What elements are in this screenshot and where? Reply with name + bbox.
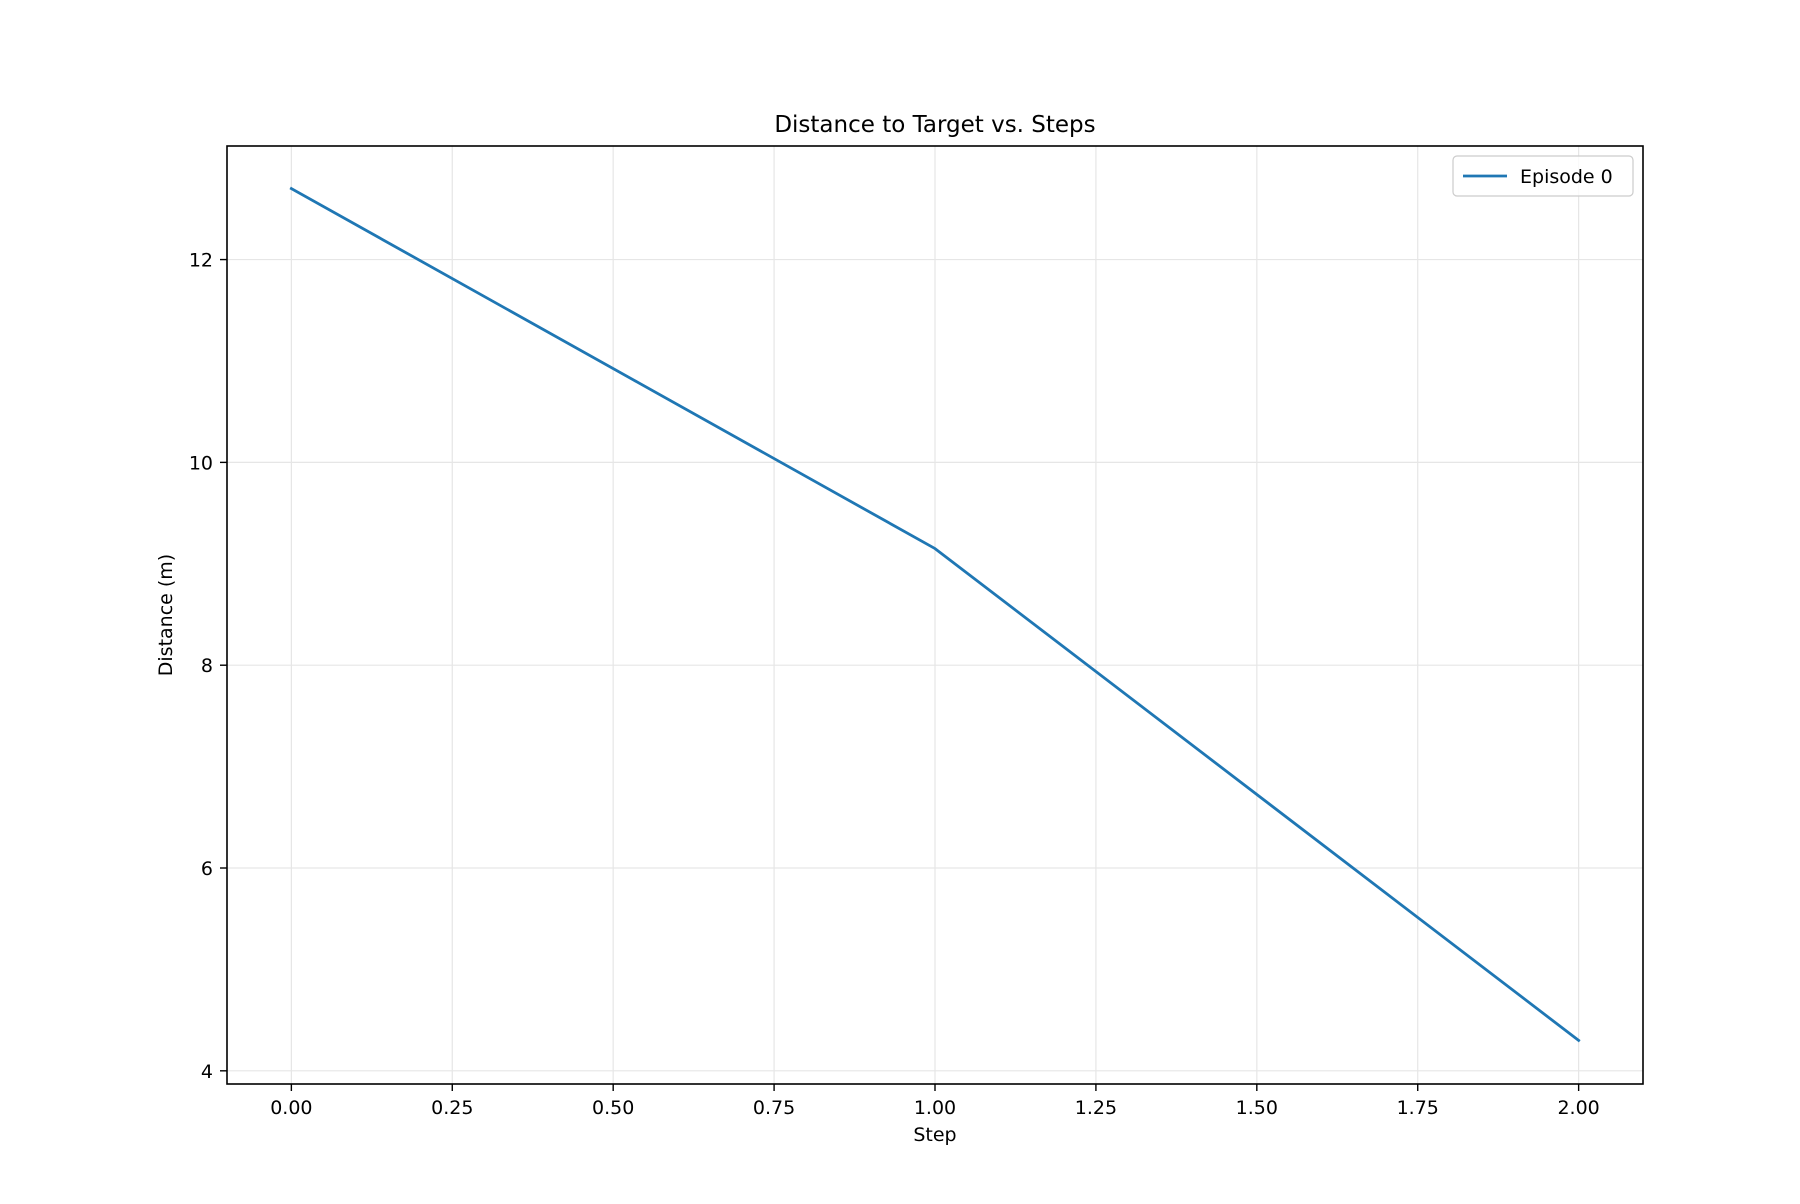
- x-tick-label: 0.25: [431, 1097, 473, 1119]
- x-tick-label: 1.00: [914, 1097, 956, 1119]
- legend-label-episode-0: Episode 0: [1520, 166, 1613, 188]
- y-axis-label: Distance (m): [155, 554, 177, 676]
- y-tick-label: 10: [189, 452, 213, 474]
- x-tick-label: 0.00: [270, 1097, 312, 1119]
- y-tick-label: 8: [201, 655, 213, 677]
- y-tick-label: 12: [189, 250, 213, 272]
- chart-title: Distance to Target vs. Steps: [774, 112, 1095, 138]
- x-tick-label: 1.75: [1397, 1097, 1439, 1119]
- x-tick-label: 1.50: [1236, 1097, 1278, 1119]
- y-tick-label: 4: [201, 1061, 213, 1083]
- y-tick-label: 6: [201, 858, 213, 880]
- x-tick-label: 1.25: [1075, 1097, 1117, 1119]
- x-tick-label: 0.75: [753, 1097, 795, 1119]
- x-tick-label: 0.50: [592, 1097, 634, 1119]
- legend: Episode 0: [1453, 156, 1633, 196]
- x-axis-label: Step: [913, 1124, 956, 1146]
- x-tick-label: 2.00: [1557, 1097, 1599, 1119]
